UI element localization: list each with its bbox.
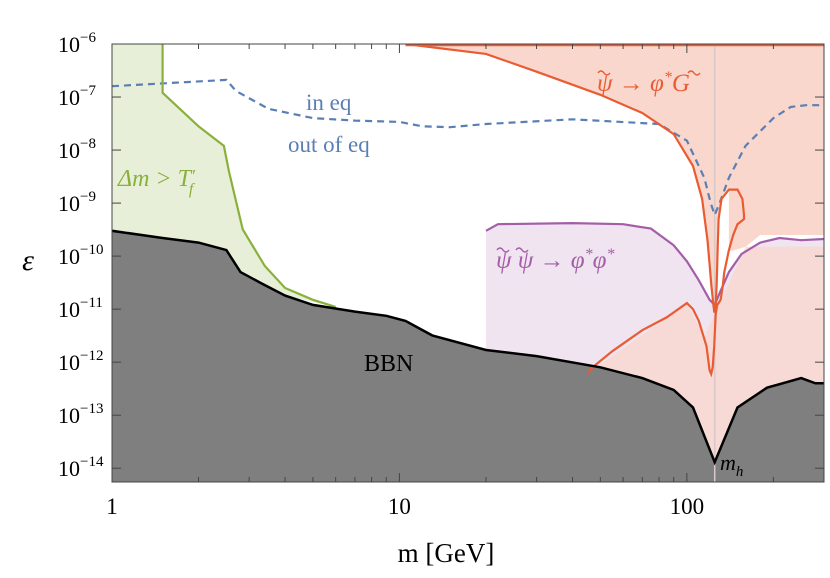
x-axis-ticks: 1 10 100 bbox=[106, 44, 825, 519]
y-tick-label: 10−11 bbox=[58, 295, 103, 322]
gravitino-excluded-region bbox=[405, 44, 824, 312]
y-tick-label: 10−7 bbox=[58, 83, 96, 110]
x-tick-label: 10 bbox=[388, 494, 411, 519]
delta-m-excluded-region bbox=[112, 44, 336, 307]
in-eq-label: in eq bbox=[306, 90, 352, 115]
x-tick-label: 1 bbox=[106, 494, 118, 519]
delta-m-curve bbox=[161, 44, 337, 308]
y-tick-label: 10−10 bbox=[58, 242, 103, 269]
y-tick-label: 10−6 bbox=[58, 30, 96, 57]
y-tick-label: 10−12 bbox=[58, 348, 103, 375]
tilde-icon bbox=[597, 70, 611, 76]
out-of-eq-label: out of eq bbox=[288, 132, 370, 157]
plot-frame bbox=[111, 43, 825, 483]
svg-text:ψ → φ*G: ψ → φ*G bbox=[597, 69, 690, 97]
x-tick-label: 100 bbox=[670, 494, 705, 519]
y-tick-label: 10−9 bbox=[58, 189, 96, 216]
y-tick-label: 10−14 bbox=[58, 454, 104, 481]
tilde-icon bbox=[515, 247, 529, 253]
annihilation-curve bbox=[485, 221, 824, 307]
svg-text:ψ ψ → φ*φ*: ψ ψ → φ*φ* bbox=[496, 246, 614, 274]
y-tick-label: 10−8 bbox=[58, 136, 96, 163]
x-axis-label: m [GeV] bbox=[398, 538, 495, 568]
gravitino-curve bbox=[405, 44, 746, 378]
y-tick-label: 10−13 bbox=[58, 401, 103, 428]
bbn-excluded-region bbox=[112, 230, 824, 482]
annihilation-label: ψ ψ → φ*φ* bbox=[496, 246, 614, 274]
y-axis-ticks: 10−6 10−7 10−8 10−9 10−10 10−11 10−12 10−13 10−1… bbox=[58, 30, 824, 481]
tilde-icon bbox=[687, 70, 701, 76]
tilde-icon bbox=[496, 247, 510, 253]
mh-label: mh bbox=[720, 450, 743, 480]
bbn-curve bbox=[112, 229, 824, 466]
y-axis-label: ε bbox=[22, 244, 34, 277]
gravitino-label: ψ → φ*G bbox=[597, 69, 701, 97]
bbn-label: BBN bbox=[364, 351, 413, 377]
delta-m-label: Δm > T′ f bbox=[117, 166, 196, 198]
